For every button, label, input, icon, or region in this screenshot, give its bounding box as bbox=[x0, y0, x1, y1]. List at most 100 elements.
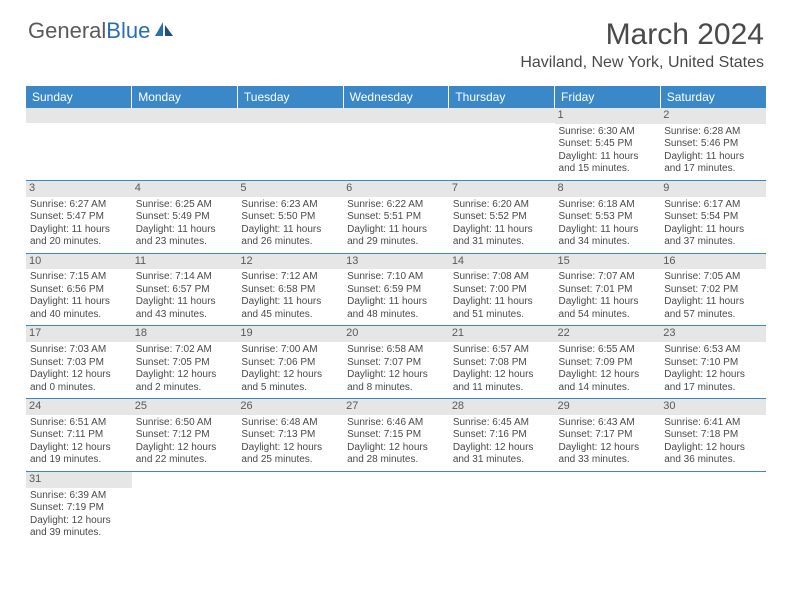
logo: GeneralBlue bbox=[28, 18, 175, 46]
cell-sunrise: Sunrise: 6:20 AM bbox=[453, 199, 551, 212]
cell-day1: Daylight: 12 hours bbox=[347, 369, 445, 382]
cell-sunrise: Sunrise: 7:14 AM bbox=[136, 271, 234, 284]
day-number: 2 bbox=[660, 108, 766, 124]
calendar-cell bbox=[343, 108, 449, 180]
cell-sunset: Sunset: 5:49 PM bbox=[136, 211, 234, 224]
cell-sunset: Sunset: 5:52 PM bbox=[453, 211, 551, 224]
calendar-cell: 23Sunrise: 6:53 AMSunset: 7:10 PMDayligh… bbox=[660, 326, 766, 399]
cell-sunset: Sunset: 5:50 PM bbox=[241, 211, 339, 224]
cell-day1: Daylight: 11 hours bbox=[559, 151, 657, 164]
day-number: 25 bbox=[132, 399, 238, 415]
cell-sunset: Sunset: 5:53 PM bbox=[559, 211, 657, 224]
calendar-cell: 22Sunrise: 6:55 AMSunset: 7:09 PMDayligh… bbox=[555, 326, 661, 399]
calendar-week: 17Sunrise: 7:03 AMSunset: 7:03 PMDayligh… bbox=[26, 326, 766, 399]
calendar-cell: 27Sunrise: 6:46 AMSunset: 7:15 PMDayligh… bbox=[343, 399, 449, 472]
calendar-cell bbox=[449, 108, 555, 180]
page-header: GeneralBlue March 2024 Haviland, New Yor… bbox=[0, 0, 792, 78]
cell-day2: and 29 minutes. bbox=[347, 236, 445, 249]
calendar-body: 1Sunrise: 6:30 AMSunset: 5:45 PMDaylight… bbox=[26, 108, 766, 544]
calendar-cell bbox=[343, 471, 449, 543]
cell-day1: Daylight: 11 hours bbox=[453, 224, 551, 237]
cell-day2: and 28 minutes. bbox=[347, 454, 445, 467]
calendar-cell bbox=[26, 108, 132, 180]
cell-sunset: Sunset: 6:58 PM bbox=[241, 284, 339, 297]
title-block: March 2024 Haviland, New York, United St… bbox=[520, 18, 764, 72]
cell-sunset: Sunset: 5:51 PM bbox=[347, 211, 445, 224]
calendar-cell: 29Sunrise: 6:43 AMSunset: 7:17 PMDayligh… bbox=[555, 399, 661, 472]
cell-day1: Daylight: 11 hours bbox=[241, 224, 339, 237]
cell-day2: and 36 minutes. bbox=[664, 454, 762, 467]
calendar-cell: 12Sunrise: 7:12 AMSunset: 6:58 PMDayligh… bbox=[237, 253, 343, 326]
cell-day2: and 43 minutes. bbox=[136, 309, 234, 322]
calendar-cell: 11Sunrise: 7:14 AMSunset: 6:57 PMDayligh… bbox=[132, 253, 238, 326]
day-header: Friday bbox=[555, 86, 661, 108]
calendar-cell: 2Sunrise: 6:28 AMSunset: 5:46 PMDaylight… bbox=[660, 108, 766, 180]
cell-day1: Daylight: 11 hours bbox=[559, 296, 657, 309]
cell-sunrise: Sunrise: 7:15 AM bbox=[30, 271, 128, 284]
day-number: 4 bbox=[132, 181, 238, 197]
calendar-cell: 18Sunrise: 7:02 AMSunset: 7:05 PMDayligh… bbox=[132, 326, 238, 399]
cell-day1: Daylight: 11 hours bbox=[453, 296, 551, 309]
cell-sunset: Sunset: 5:47 PM bbox=[30, 211, 128, 224]
day-number: 11 bbox=[132, 254, 238, 270]
day-number: 16 bbox=[660, 254, 766, 270]
cell-day1: Daylight: 11 hours bbox=[30, 296, 128, 309]
calendar-cell: 15Sunrise: 7:07 AMSunset: 7:01 PMDayligh… bbox=[555, 253, 661, 326]
cell-sunrise: Sunrise: 7:12 AM bbox=[241, 271, 339, 284]
calendar-week: 1Sunrise: 6:30 AMSunset: 5:45 PMDaylight… bbox=[26, 108, 766, 180]
cell-day1: Daylight: 11 hours bbox=[136, 224, 234, 237]
day-number: 12 bbox=[237, 254, 343, 270]
day-number: 30 bbox=[660, 399, 766, 415]
cell-sunrise: Sunrise: 6:28 AM bbox=[664, 126, 762, 139]
day-number: 28 bbox=[449, 399, 555, 415]
calendar-cell: 31Sunrise: 6:39 AMSunset: 7:19 PMDayligh… bbox=[26, 471, 132, 543]
cell-sunrise: Sunrise: 7:05 AM bbox=[664, 271, 762, 284]
cell-day1: Daylight: 11 hours bbox=[136, 296, 234, 309]
day-number: 8 bbox=[555, 181, 661, 197]
cell-sunrise: Sunrise: 6:55 AM bbox=[559, 344, 657, 357]
cell-day2: and 40 minutes. bbox=[30, 309, 128, 322]
cell-day1: Daylight: 12 hours bbox=[30, 442, 128, 455]
cell-day2: and 26 minutes. bbox=[241, 236, 339, 249]
cell-day2: and 39 minutes. bbox=[30, 527, 128, 540]
calendar-week: 31Sunrise: 6:39 AMSunset: 7:19 PMDayligh… bbox=[26, 471, 766, 543]
cell-sunrise: Sunrise: 6:50 AM bbox=[136, 417, 234, 430]
cell-day2: and 11 minutes. bbox=[453, 382, 551, 395]
day-header: Tuesday bbox=[237, 86, 343, 108]
calendar-cell bbox=[660, 471, 766, 543]
day-number-empty bbox=[237, 108, 343, 123]
cell-sunrise: Sunrise: 6:39 AM bbox=[30, 490, 128, 503]
logo-sail-icon bbox=[153, 18, 175, 44]
cell-sunset: Sunset: 7:16 PM bbox=[453, 429, 551, 442]
day-number-empty bbox=[132, 108, 238, 123]
cell-day2: and 2 minutes. bbox=[136, 382, 234, 395]
calendar-table: SundayMondayTuesdayWednesdayThursdayFrid… bbox=[26, 86, 766, 544]
day-header: Wednesday bbox=[343, 86, 449, 108]
cell-sunset: Sunset: 7:02 PM bbox=[664, 284, 762, 297]
cell-day2: and 45 minutes. bbox=[241, 309, 339, 322]
cell-sunset: Sunset: 6:57 PM bbox=[136, 284, 234, 297]
calendar-cell: 10Sunrise: 7:15 AMSunset: 6:56 PMDayligh… bbox=[26, 253, 132, 326]
cell-day1: Daylight: 11 hours bbox=[664, 224, 762, 237]
calendar-cell: 9Sunrise: 6:17 AMSunset: 5:54 PMDaylight… bbox=[660, 180, 766, 253]
day-number: 18 bbox=[132, 326, 238, 342]
calendar-cell: 1Sunrise: 6:30 AMSunset: 5:45 PMDaylight… bbox=[555, 108, 661, 180]
cell-sunset: Sunset: 7:17 PM bbox=[559, 429, 657, 442]
cell-day2: and 22 minutes. bbox=[136, 454, 234, 467]
cell-day1: Daylight: 11 hours bbox=[241, 296, 339, 309]
cell-sunrise: Sunrise: 7:00 AM bbox=[241, 344, 339, 357]
calendar-head: SundayMondayTuesdayWednesdayThursdayFrid… bbox=[26, 86, 766, 108]
cell-day1: Daylight: 11 hours bbox=[664, 296, 762, 309]
day-number: 27 bbox=[343, 399, 449, 415]
day-number: 14 bbox=[449, 254, 555, 270]
cell-sunrise: Sunrise: 6:18 AM bbox=[559, 199, 657, 212]
calendar-cell: 3Sunrise: 6:27 AMSunset: 5:47 PMDaylight… bbox=[26, 180, 132, 253]
day-number-empty bbox=[343, 108, 449, 123]
calendar-week: 24Sunrise: 6:51 AMSunset: 7:11 PMDayligh… bbox=[26, 399, 766, 472]
calendar-week: 3Sunrise: 6:27 AMSunset: 5:47 PMDaylight… bbox=[26, 180, 766, 253]
day-number: 9 bbox=[660, 181, 766, 197]
calendar-cell: 6Sunrise: 6:22 AMSunset: 5:51 PMDaylight… bbox=[343, 180, 449, 253]
cell-sunrise: Sunrise: 6:25 AM bbox=[136, 199, 234, 212]
day-header: Saturday bbox=[660, 86, 766, 108]
calendar-cell: 16Sunrise: 7:05 AMSunset: 7:02 PMDayligh… bbox=[660, 253, 766, 326]
